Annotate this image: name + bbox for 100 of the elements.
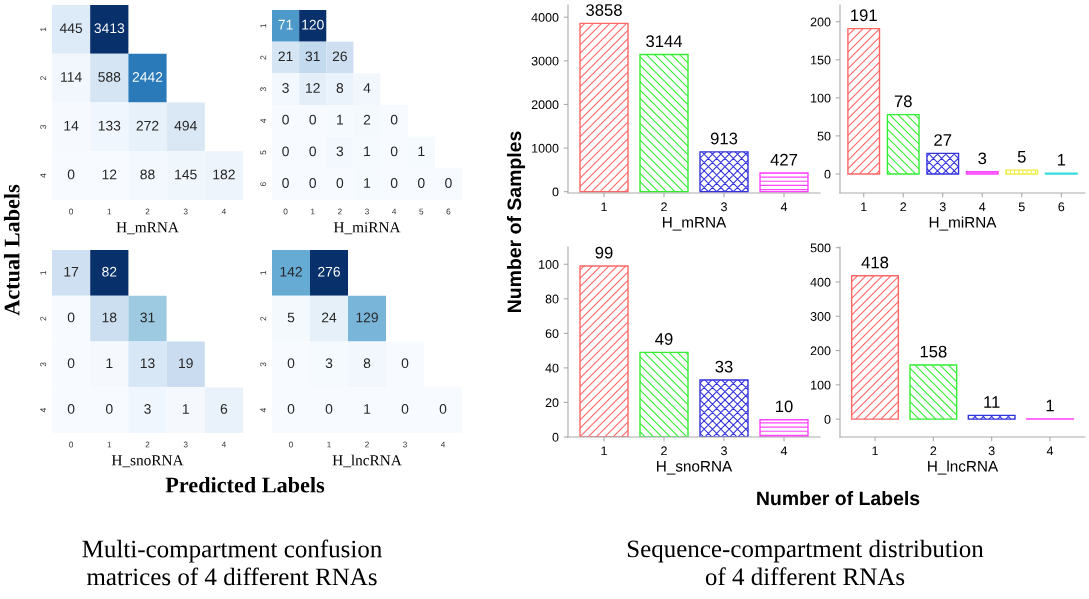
x-tick-label: 0 [283, 208, 288, 215]
y-tick-label: 0 [824, 169, 831, 179]
text: Actual Labels [3, 184, 20, 316]
data-label: 99 [595, 246, 613, 259]
data-label: 276 [318, 266, 340, 277]
data-label: 31 [305, 51, 320, 62]
data-label: 3 [282, 83, 289, 93]
x-tick-label: 1 [107, 208, 112, 215]
data-label: 17 [64, 266, 79, 277]
data-label: 1 [418, 146, 425, 157]
data-label: 0 [105, 404, 113, 414]
data-label: 0 [282, 114, 289, 125]
y-tick-label: 4 [260, 408, 267, 413]
data-label: 3858 [586, 4, 622, 16]
y-tick-label: 50 [817, 131, 831, 141]
x-tick-label: 3 [365, 208, 369, 215]
data-label: 0 [390, 114, 398, 125]
x-tick-label: 4 [979, 202, 986, 212]
y-tick-label: 2 [40, 316, 47, 321]
data-label: 10 [776, 400, 793, 413]
text: Number of Samples [506, 131, 526, 312]
y-tick-label: 4000 [531, 13, 559, 22]
data-label: 3 [325, 358, 333, 369]
x-tick-label: 0 [289, 441, 293, 448]
text: Predicted Labels [165, 476, 325, 493]
text: Sequence-compartment distribution of 4 different RNAs [627, 539, 984, 586]
y-tick-label: 2 [260, 316, 267, 321]
y-tick-label: 3 [260, 362, 267, 367]
data-label: 1 [1057, 154, 1066, 166]
data-label: 71 [278, 19, 293, 30]
y-tick-label: 4 [40, 408, 47, 413]
data-label: 1 [364, 404, 371, 414]
data-label: 588 [98, 72, 121, 82]
y-tick-label: 100 [539, 260, 559, 269]
x-tick-label: 4 [221, 441, 226, 448]
x-tick-label: 6 [1058, 202, 1065, 212]
data-label: 0 [282, 146, 289, 157]
data-label: 1 [337, 114, 344, 125]
x-tick-label: 3 [988, 446, 995, 456]
x-tick-label: 4 [392, 208, 397, 215]
data-label: 31 [140, 312, 155, 323]
data-label: 418 [861, 256, 889, 269]
data-label: 13 [140, 358, 155, 369]
data-label: 21 [278, 51, 293, 62]
y-tick-label: 0 [824, 414, 831, 424]
x-tick-label: 3 [721, 446, 727, 456]
data-label: 12 [102, 169, 117, 180]
x-tick-label: 1 [601, 446, 607, 456]
data-label: 120 [302, 19, 324, 30]
data-label: 0 [417, 178, 425, 188]
x-tick-label: 4 [440, 441, 446, 448]
data-label: 0 [309, 178, 317, 188]
data-label: 0 [282, 178, 289, 188]
data-label: 0 [390, 178, 398, 188]
data-label: 0 [401, 358, 409, 369]
data-label: 2442 [132, 72, 163, 82]
data-label: 14 [64, 120, 79, 131]
data-label: 0 [325, 404, 333, 414]
data-label: 1 [1046, 399, 1054, 412]
x-tick-label: 2 [930, 446, 937, 456]
data-label: 2 [363, 114, 371, 125]
data-label: 3 [978, 152, 987, 165]
text: Number of Labels [757, 490, 920, 506]
x-tick-label: 1 [327, 441, 331, 448]
y-tick-label: 4 [260, 118, 267, 123]
y-tick-label: 2 [260, 55, 267, 60]
y-tick-label: 2 [40, 76, 47, 81]
data-label: 3413 [94, 23, 125, 34]
data-label: 0 [67, 358, 75, 369]
data-label: 19 [179, 358, 193, 369]
data-label: 5 [1017, 151, 1026, 163]
data-label: 1 [106, 358, 113, 368]
x-tick-label: 2 [661, 446, 667, 456]
data-label: 18 [102, 312, 117, 323]
data-label: 427 [770, 153, 798, 166]
data-label: 11 [984, 396, 1000, 408]
y-tick-label: 4 [40, 173, 47, 178]
data-label: 0 [390, 146, 398, 157]
data-label: 0 [309, 114, 317, 125]
x-axis-title: H_snoRNA [111, 455, 184, 468]
data-label: 8 [363, 358, 371, 369]
data-label: 0 [401, 404, 409, 414]
y-tick-label: 1000 [532, 143, 559, 153]
data-label: 145 [175, 169, 197, 180]
y-tick-label: 1 [40, 270, 47, 275]
data-label: 3 [336, 146, 344, 157]
data-label: 114 [61, 72, 82, 82]
y-tick-label: 200 [810, 17, 831, 27]
y-tick-label: 100 [811, 93, 831, 103]
data-label: 6 [220, 404, 228, 414]
data-label: 133 [98, 120, 121, 131]
x-tick-label: 1 [861, 202, 867, 212]
x-tick-label: 4 [780, 446, 788, 456]
data-label: 0 [287, 358, 295, 369]
data-label: 0 [287, 404, 295, 414]
data-label: 0 [67, 404, 75, 414]
y-tick-label: 20 [545, 398, 559, 408]
y-tick-label: 6 [260, 182, 267, 187]
x-tick-label: 5 [419, 208, 424, 215]
x-tick-label: 2 [365, 441, 369, 448]
